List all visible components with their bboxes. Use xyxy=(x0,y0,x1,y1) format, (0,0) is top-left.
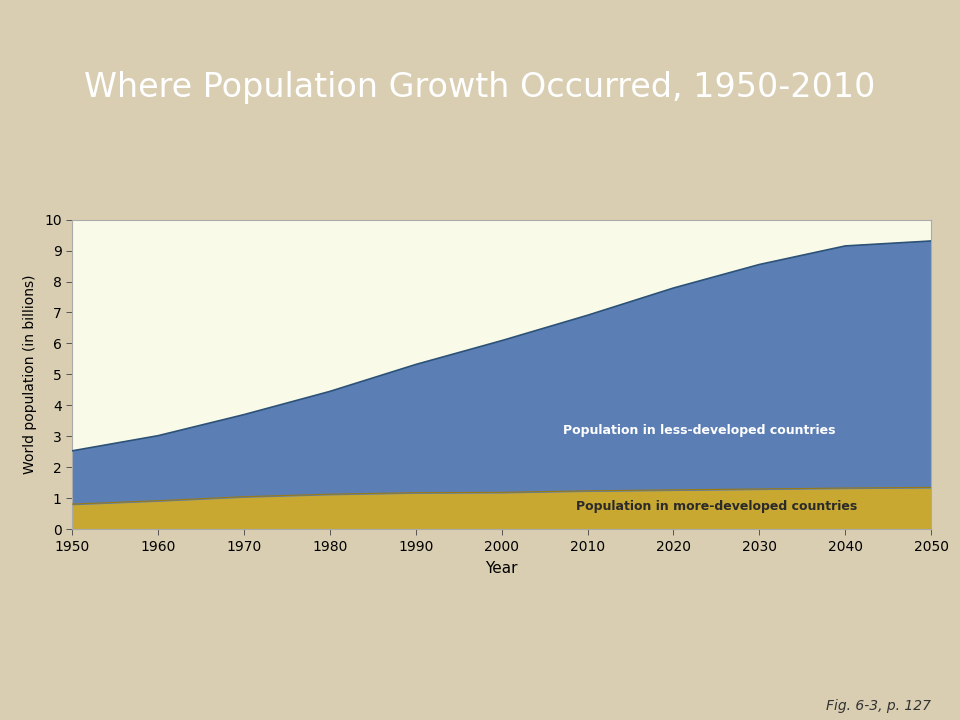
Text: Where Population Growth Occurred, 1950-2010: Where Population Growth Occurred, 1950-2… xyxy=(84,71,876,104)
Y-axis label: World population (in billions): World population (in billions) xyxy=(23,274,37,474)
Text: Fig. 6-3, p. 127: Fig. 6-3, p. 127 xyxy=(827,699,931,713)
Text: Population in less-developed countries: Population in less-developed countries xyxy=(563,423,835,436)
Text: Population in more-developed countries: Population in more-developed countries xyxy=(576,500,857,513)
X-axis label: Year: Year xyxy=(486,561,517,575)
